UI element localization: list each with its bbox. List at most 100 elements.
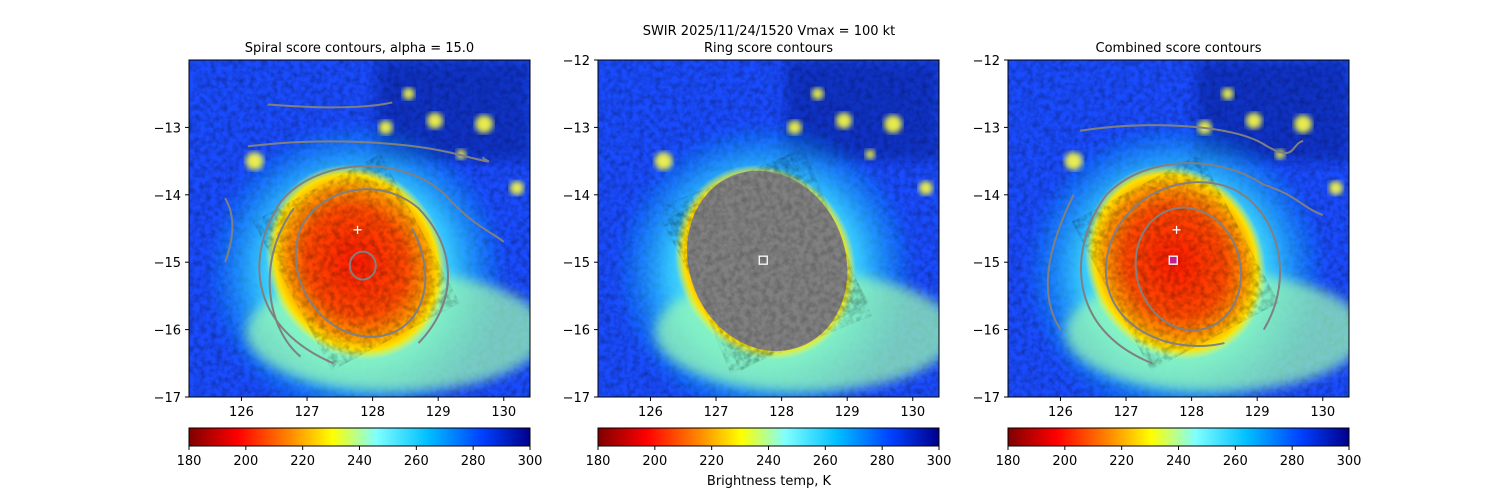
- colorbar-tick-label: 280: [1280, 454, 1305, 469]
- x-tick-label: 126: [1048, 405, 1073, 420]
- y-tick-label: −15: [973, 256, 1000, 271]
- center-square-marker: [758, 255, 768, 265]
- y-tick-label: −12: [563, 54, 590, 69]
- x-tick-label: 128: [360, 405, 385, 420]
- y-tick-label: −13: [154, 121, 181, 136]
- y-tick-label: −14: [563, 189, 590, 204]
- spiral-contour: [267, 101, 393, 109]
- x-tick-label: 128: [1179, 405, 1204, 420]
- convective-cell: [811, 87, 824, 100]
- convective-cell: [1064, 152, 1083, 171]
- panel-1: Spiral score contours, alpha = 15.0 126 12…: [154, 41, 543, 469]
- convective-cell: [1245, 112, 1262, 129]
- colorbar-tick-label: 300: [518, 454, 543, 469]
- colorbar-gradient: [1007, 427, 1350, 447]
- combined-contour: [1105, 181, 1282, 348]
- center-square-marker: [1168, 255, 1178, 265]
- x-tick-label: 129: [1245, 405, 1270, 420]
- convective-cell: [884, 115, 903, 134]
- convective-cell: [835, 112, 852, 129]
- x-tick-label: 127: [704, 405, 729, 420]
- colorbar-tick-label: 300: [927, 454, 952, 469]
- x-tick-label: 130: [1310, 405, 1335, 420]
- panel-title: Combined score contours: [1096, 41, 1262, 56]
- y-tick-label: −12: [973, 54, 1000, 69]
- x-tick-label: 129: [426, 405, 451, 420]
- panels: Spiral score contours, alpha = 15.0 126 12…: [154, 41, 1362, 469]
- combined-contour: [1134, 206, 1243, 332]
- colorbar-tick-label: 240: [1166, 454, 1191, 469]
- y-tick-label: −17: [973, 391, 1000, 406]
- colorbar-label: Brightness temp, K: [707, 474, 832, 489]
- axes-frame: [1007, 59, 1350, 398]
- y-tick-label: −16: [973, 324, 1000, 339]
- panel-title: Ring score contours: [704, 41, 833, 56]
- axes-frame: [597, 59, 940, 398]
- convective-cell: [1221, 87, 1234, 100]
- convective-cell: [245, 152, 264, 171]
- convective-cell: [787, 120, 802, 135]
- spiral-contour: [294, 188, 449, 344]
- colorbar-tick-label: 260: [1223, 454, 1248, 469]
- panel-3: Combined score contours 126 127 128 129 130 −1…: [973, 41, 1362, 469]
- colorbar-tick-label: 260: [813, 454, 838, 469]
- y-tick-label: −13: [973, 121, 1000, 136]
- convective-cell: [654, 152, 673, 171]
- colorbar-tick-label: 260: [404, 454, 429, 469]
- x-tick-label: 130: [491, 405, 516, 420]
- convective-cell: [426, 112, 443, 129]
- y-tick-label: −14: [154, 189, 181, 204]
- spiral-contour: [224, 197, 234, 263]
- x-tick-label: 127: [295, 405, 320, 420]
- colorbar-tick-label: 220: [290, 454, 315, 469]
- colorbar-tick-label: 220: [699, 454, 724, 469]
- convective-cell: [1328, 181, 1343, 196]
- y-tick-label: −17: [154, 391, 181, 406]
- brightness-image: [1008, 60, 1349, 397]
- combined-contour: [1079, 124, 1304, 155]
- convective-cell: [402, 87, 415, 100]
- colorbar-tick-label: 300: [1337, 454, 1362, 469]
- colorbar-tick-label: 200: [642, 454, 667, 469]
- colorbar-tick-label: 180: [177, 454, 202, 469]
- core-texture: [281, 180, 432, 344]
- colorbar-tick-label: 280: [461, 454, 486, 469]
- colorbar-gradient: [597, 427, 940, 447]
- spiral-contour: [268, 207, 302, 358]
- colorbar-gradient: [188, 427, 531, 447]
- colorbar-tick-label: 240: [756, 454, 781, 469]
- y-tick-label: −15: [563, 256, 590, 271]
- spiral-contour: [348, 250, 377, 281]
- convective-cell: [918, 181, 933, 196]
- y-tick-label: −16: [563, 324, 590, 339]
- x-tick-label: 126: [638, 405, 663, 420]
- y-tick-label: −14: [973, 189, 1000, 204]
- convective-cell: [509, 181, 524, 196]
- x-tick-label: 129: [835, 405, 860, 420]
- combined-contour: [1080, 162, 1324, 365]
- axes-frame: [188, 59, 531, 398]
- convective-cell: [475, 115, 494, 134]
- convective-cell: [1294, 115, 1313, 134]
- brightness-image: [189, 60, 530, 397]
- colorbar-tick-label: 180: [996, 454, 1021, 469]
- spiral-contour: [247, 140, 490, 163]
- brightness-image: [598, 60, 939, 397]
- panel-title: Spiral score contours, alpha = 15.0: [245, 41, 474, 56]
- spiral-contour: [258, 165, 505, 365]
- x-tick-label: 128: [769, 405, 794, 420]
- colorbar-tick-label: 200: [1052, 454, 1077, 469]
- combined-contour: [1046, 194, 1075, 331]
- colorbar: 180 200 220 240 260 280 300: [996, 427, 1362, 469]
- x-tick-label: 126: [229, 405, 254, 420]
- x-tick-label: 127: [1114, 405, 1139, 420]
- colorbar: 180 200 220 240 260 280 300: [177, 427, 543, 469]
- colorbar-tick-label: 280: [870, 454, 895, 469]
- colorbar: 180 200 220 240 260 280 300: [586, 427, 952, 469]
- x-tick-label: 130: [900, 405, 925, 420]
- y-tick-label: −13: [563, 121, 590, 136]
- panel-2: Ring score contours 126 127 128 129 130 −17 −16…: [563, 41, 952, 469]
- y-tick-label: −16: [154, 324, 181, 339]
- colorbar-tick-label: 180: [586, 454, 611, 469]
